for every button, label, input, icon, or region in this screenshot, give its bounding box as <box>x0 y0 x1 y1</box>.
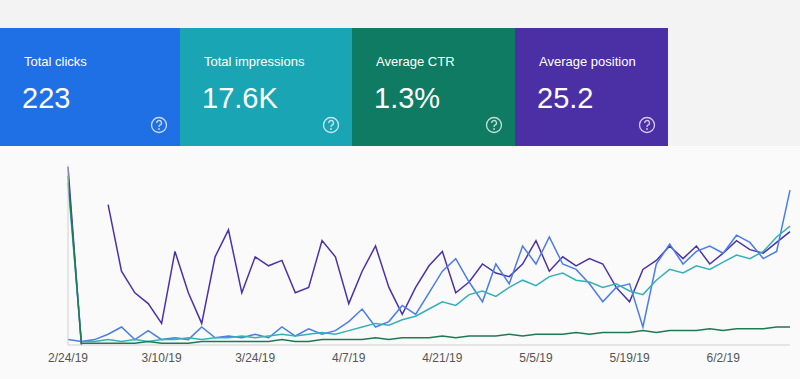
html-text:Average CTR: Average CTR <box>376 54 455 69</box>
svg-text:5/5/19: 5/5/19 <box>519 351 553 365</box>
html-text:1.3%: 1.3% <box>374 82 441 114</box>
html-text:25.2: 25.2 <box>537 82 594 114</box>
svg-text:4/21/19: 4/21/19 <box>422 351 462 365</box>
svg-text:5/19/19: 5/19/19 <box>610 351 650 365</box>
svg-text:3/10/19: 3/10/19 <box>142 351 182 365</box>
html-text:17.6K: 17.6K <box>202 82 278 114</box>
html-text:Total clicks: Total clicks <box>24 54 87 69</box>
html-text:223: 223 <box>22 82 71 114</box>
svg-text:4/7/19: 4/7/19 <box>332 351 366 365</box>
svg-text:3/24/19: 3/24/19 <box>235 351 275 365</box>
svg-text:2/24/19: 2/24/19 <box>48 351 88 365</box>
svg-text:6/2/19: 6/2/19 <box>706 351 740 365</box>
html-text:Average position: Average position <box>539 54 636 69</box>
html-text:Total impressions: Total impressions <box>204 54 305 69</box>
